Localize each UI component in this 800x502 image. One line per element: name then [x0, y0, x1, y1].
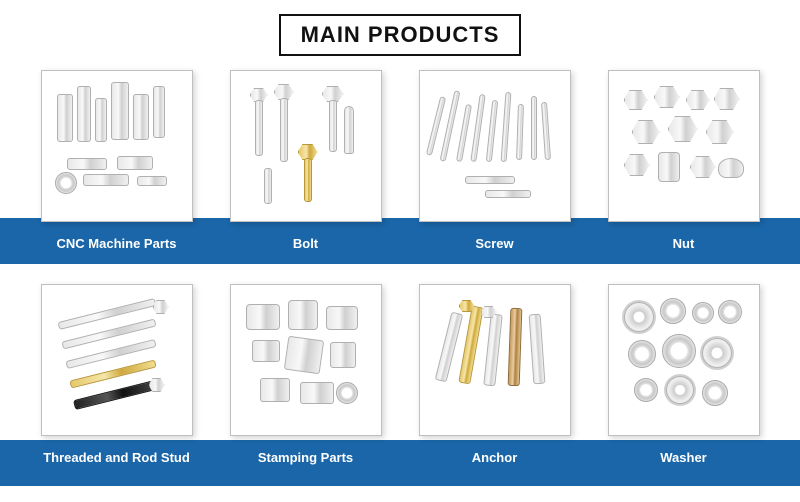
- product-card-screw[interactable]: Screw: [406, 70, 584, 254]
- cnc-parts-icon: [47, 76, 187, 216]
- product-label: Stamping Parts: [217, 448, 395, 468]
- product-label: Washer: [595, 448, 773, 468]
- product-thumbnail: [230, 284, 382, 436]
- product-label: Bolt: [217, 234, 395, 254]
- product-thumbnail: [230, 70, 382, 222]
- product-label: Screw: [406, 234, 584, 254]
- product-card-anchor[interactable]: Anchor: [406, 284, 584, 468]
- product-label: Anchor: [406, 448, 584, 468]
- page-title: MAIN PRODUCTS: [279, 14, 522, 56]
- product-card-cnc[interactable]: CNC Machine Parts: [28, 70, 206, 254]
- product-label: Threaded and Rod Stud: [28, 448, 206, 468]
- product-thumbnail: [41, 70, 193, 222]
- stud-icon: [47, 290, 187, 430]
- product-card-washer[interactable]: Washer: [595, 284, 773, 468]
- product-label: CNC Machine Parts: [28, 234, 206, 254]
- product-thumbnail: [608, 70, 760, 222]
- product-card-nut[interactable]: Nut: [595, 70, 773, 254]
- product-thumbnail: [419, 70, 571, 222]
- nut-icon: [614, 76, 754, 216]
- anchor-icon: [425, 290, 565, 430]
- product-thumbnail: [41, 284, 193, 436]
- washer-icon: [614, 290, 754, 430]
- product-grid: CNC Machine Parts Bolt: [0, 70, 800, 498]
- product-card-stamping[interactable]: Stamping Parts: [217, 284, 395, 468]
- product-thumbnail: [608, 284, 760, 436]
- screw-icon: [425, 76, 565, 216]
- product-card-bolt[interactable]: Bolt: [217, 70, 395, 254]
- bolt-icon: [236, 76, 376, 216]
- page-header: MAIN PRODUCTS: [0, 0, 800, 70]
- product-label: Nut: [595, 234, 773, 254]
- product-card-stud[interactable]: Threaded and Rod Stud: [28, 284, 206, 468]
- product-thumbnail: [419, 284, 571, 436]
- stamping-icon: [236, 290, 376, 430]
